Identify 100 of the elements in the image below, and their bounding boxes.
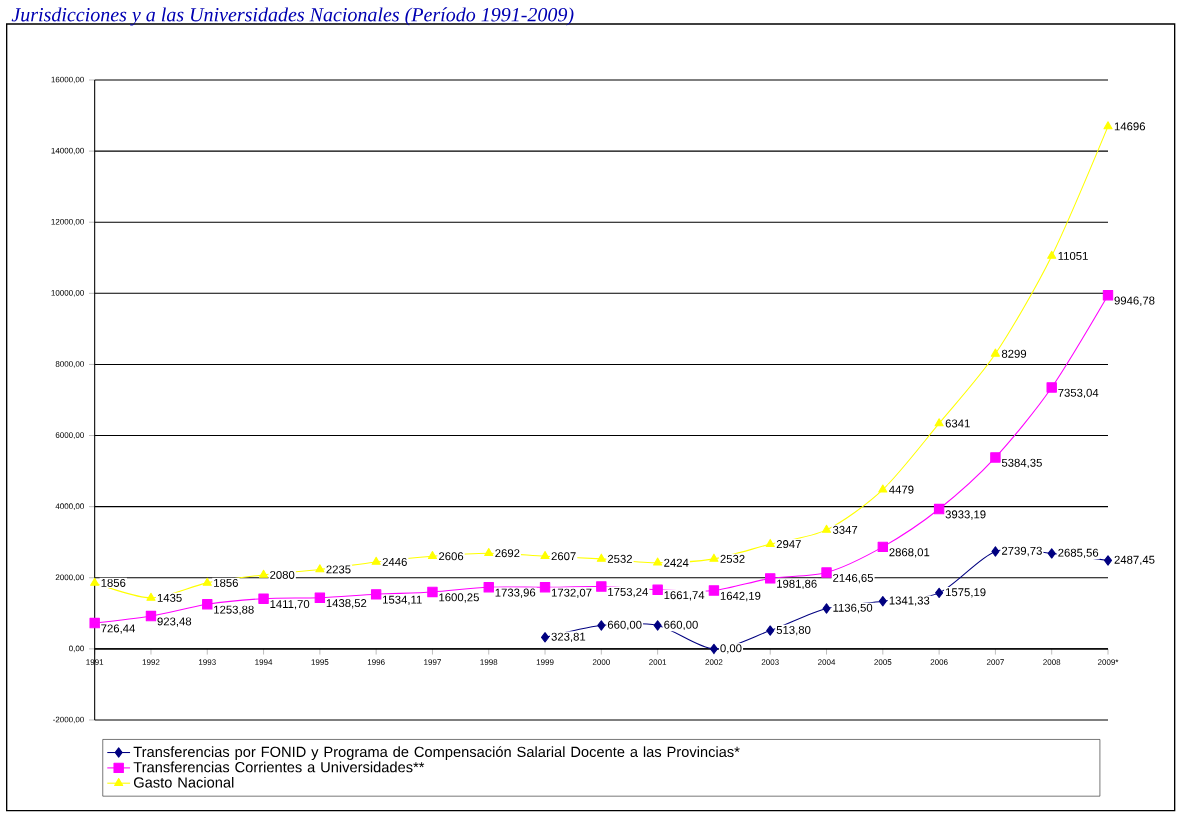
x-tick-label: 1996: [367, 659, 385, 665]
point: [539, 582, 551, 593]
point: [765, 538, 775, 547]
data-label: 11051: [1058, 251, 1088, 260]
y-tick-label: 8000,00: [55, 361, 84, 368]
y-tick-label: 2000,00: [55, 574, 84, 582]
x-tick-label: 2003: [761, 659, 779, 665]
x-tick-label: 2000: [592, 659, 610, 665]
data-label: 14696: [1114, 122, 1146, 131]
x-tick-label: 2007: [986, 659, 1004, 665]
y-tick-label: 16000,00: [51, 76, 84, 84]
data-label: 726,44: [101, 624, 136, 634]
point: [1046, 382, 1057, 393]
point: [596, 553, 606, 562]
point: [145, 610, 157, 622]
x-tick-label: 2009*: [1097, 659, 1119, 665]
y-tick-label: 6000,00: [55, 432, 84, 439]
point: [766, 625, 775, 636]
point: [258, 593, 269, 604]
point: [1102, 290, 1114, 301]
point: [541, 632, 550, 643]
data-label: 9946,78: [1114, 296, 1155, 306]
data-label: 6341: [945, 419, 970, 428]
x-tick-label: 1992: [142, 659, 160, 665]
y-tick-label: 14000,00: [51, 147, 84, 155]
point: [315, 564, 325, 573]
point: [652, 584, 663, 595]
data-label: 2947: [776, 540, 801, 549]
data-label: 1411,70: [270, 600, 310, 610]
point: [991, 546, 1000, 557]
data-label: 2607: [551, 552, 576, 561]
data-label: 1253,88: [214, 605, 254, 615]
data-label: 1136,50: [833, 603, 873, 614]
data-label: 0,00: [720, 644, 742, 654]
point: [370, 589, 382, 600]
y-tick-label: 10000,00: [51, 290, 84, 297]
x-tick-label: 1998: [480, 659, 498, 665]
data-label: 1600,25: [439, 593, 479, 603]
point: [878, 595, 887, 607]
x-tick-label: 2006: [930, 659, 948, 665]
point: [709, 553, 719, 562]
point: [540, 550, 550, 560]
point: [89, 617, 100, 629]
data-label: 5384,35: [1001, 458, 1042, 469]
x-tick-label: 2005: [874, 659, 892, 665]
x-tick-label: 2001: [649, 659, 667, 665]
legend-label: Gasto Nacional: [133, 776, 234, 788]
data-label: 1661,74: [664, 591, 705, 601]
point: [709, 643, 718, 655]
point: [990, 348, 1000, 357]
x-tick-label: 2008: [1043, 659, 1061, 665]
point: [821, 567, 832, 578]
data-label: 1341,33: [889, 596, 930, 606]
x-tick-label: 1995: [311, 659, 329, 665]
x-tick-label: 2002: [705, 659, 723, 665]
data-label: 2446: [382, 557, 407, 566]
data-label: 2235: [326, 565, 351, 574]
point: [597, 620, 606, 631]
point: [934, 418, 944, 427]
point: [202, 599, 213, 610]
data-label: 8299: [1001, 349, 1027, 358]
data-label: 1575,19: [945, 588, 986, 598]
data-label: 4479: [889, 485, 914, 494]
point: [1047, 548, 1056, 559]
data-label: 1981,86: [777, 579, 817, 590]
point: [596, 581, 607, 592]
point: [258, 569, 269, 578]
data-label: 513,80: [776, 625, 811, 636]
data-label: 1732,07: [551, 588, 592, 598]
point: [1103, 555, 1113, 566]
point: [314, 592, 326, 603]
x-tick-label: 1994: [255, 659, 273, 665]
y-tick-label: 12000,00: [51, 218, 84, 226]
data-label: 1435: [157, 593, 182, 602]
data-label: 660,00: [664, 620, 698, 631]
data-label: 923,48: [157, 617, 192, 627]
x-tick-label: 1999: [536, 659, 554, 665]
point: [877, 541, 889, 553]
data-label: 2487,45: [1114, 555, 1155, 566]
data-label: 2532: [607, 554, 632, 563]
data-label: 1642,19: [720, 591, 761, 602]
y-tick-label: 4000,00: [55, 503, 84, 510]
data-label: 2868,01: [889, 548, 930, 558]
data-label: 2532: [720, 554, 745, 563]
data-label: 2685,56: [1058, 548, 1099, 559]
data-label: 3347: [832, 525, 858, 534]
point: [708, 585, 720, 596]
point: [90, 577, 100, 586]
chart-title: Jurisdicciones y a las Universidades Nacionales (Período 1991-2009): [11, 7, 574, 26]
data-label: 2146,65: [833, 573, 874, 584]
point: [202, 577, 212, 586]
data-label: 660,00: [607, 620, 642, 631]
point: [484, 547, 494, 557]
point: [483, 582, 494, 593]
point: [653, 620, 662, 631]
data-label: 7353,04: [1058, 388, 1099, 399]
data-label: 2692: [495, 549, 520, 558]
legend-label: Transferencias Corrientes a Universidades**: [133, 761, 425, 773]
data-label: 1534,11: [383, 595, 422, 606]
y-tick-label: 0,00: [69, 645, 84, 653]
